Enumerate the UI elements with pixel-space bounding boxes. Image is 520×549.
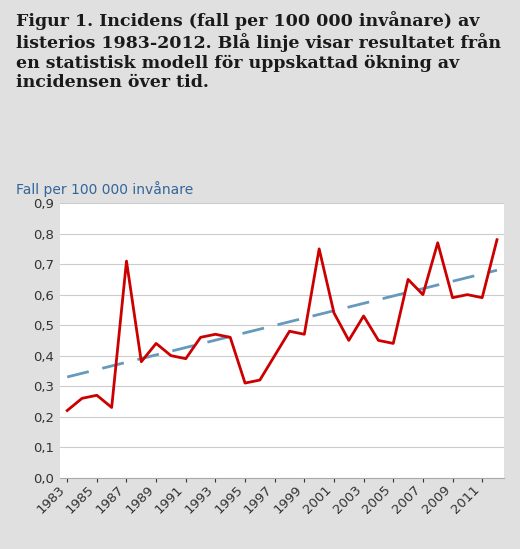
Text: Figur 1. Incidens (fall per 100 000 invånare) av listerios 1983-2012. Blå linje : Figur 1. Incidens (fall per 100 000 invå… — [16, 11, 501, 91]
Text: Fall per 100 000 invånare: Fall per 100 000 invånare — [16, 181, 193, 198]
